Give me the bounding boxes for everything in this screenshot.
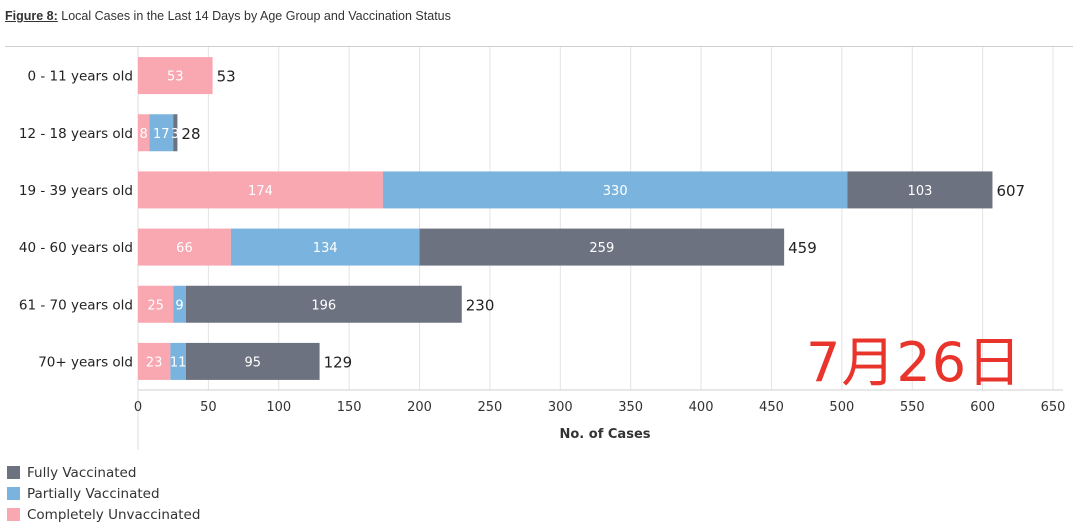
bar-70-years-old-partially-vaccinated xyxy=(170,342,186,380)
data-label-40-60-years-old-partially-vaccinated: 134 xyxy=(313,241,338,256)
x-tick-label-100: 100 xyxy=(266,400,291,415)
legend-label-fully-vaccinated: Fully Vaccinated xyxy=(27,464,137,481)
data-label-12-18-years-old-partially-vaccinated: 17 xyxy=(153,127,170,142)
data-label-70-years-old-partially-vaccinated: 11 xyxy=(170,355,187,370)
legend-swatch-completely-unvaccinated xyxy=(7,508,20,521)
data-label-19-39-years-old-fully-vaccinated: 103 xyxy=(908,184,933,199)
bar-12-18-years-old-fully-vaccinated xyxy=(173,114,178,152)
figure-number: Figure 8: xyxy=(5,9,58,23)
data-label-19-39-years-old-partially-vaccinated: 330 xyxy=(603,184,628,199)
legend: Fully Vaccinated Partially Vaccinated Co… xyxy=(7,462,200,525)
y-category-label-70-years-old: 70+ years old xyxy=(38,354,133,370)
y-category-label-19-39-years-old: 19 - 39 years old xyxy=(19,183,133,199)
x-tick-label-650: 650 xyxy=(1041,400,1066,415)
bar-19-39-years-old-partially-vaccinated xyxy=(382,171,848,209)
date-stamp: 7月26日 xyxy=(806,331,1023,394)
x-tick-label-500: 500 xyxy=(829,400,854,415)
x-tick-label-50: 50 xyxy=(200,400,217,415)
total-label-70-years-old: 129 xyxy=(324,353,353,371)
data-label-70-years-old-fully-vaccinated: 95 xyxy=(244,355,261,370)
total-label-40-60-years-old: 459 xyxy=(788,239,817,257)
x-tick-label-400: 400 xyxy=(689,400,714,415)
title-divider xyxy=(5,46,1073,47)
data-label-12-18-years-old-fully-vaccinated: 3 xyxy=(171,127,179,142)
data-label-61-70-years-old-completely-unvaccinated: 25 xyxy=(147,298,164,313)
bar-40-60-years-old-fully-vaccinated xyxy=(419,228,785,266)
legend-item-fully-vaccinated: Fully Vaccinated xyxy=(7,462,200,483)
legend-item-completely-unvaccinated: Completely Unvaccinated xyxy=(7,504,200,525)
bar-40-60-years-old-partially-vaccinated xyxy=(230,228,420,266)
bar-70-years-old-fully-vaccinated xyxy=(185,342,320,380)
x-tick-label-300: 300 xyxy=(548,400,573,415)
data-label-61-70-years-old-fully-vaccinated: 196 xyxy=(311,298,336,313)
x-tick-label-0: 0 xyxy=(134,400,142,415)
bar-61-70-years-old-fully-vaccinated xyxy=(185,285,462,323)
data-label-70-years-old-completely-unvaccinated: 23 xyxy=(146,355,163,370)
data-label-40-60-years-old-completely-unvaccinated: 66 xyxy=(176,241,193,256)
y-category-label-40-60-years-old: 40 - 60 years old xyxy=(19,240,133,256)
x-tick-label-450: 450 xyxy=(759,400,784,415)
legend-label-completely-unvaccinated: Completely Unvaccinated xyxy=(27,506,201,523)
y-category-label-0-11-years-old: 0 - 11 years old xyxy=(27,69,133,85)
data-label-0-11-years-old-completely-unvaccinated: 53 xyxy=(167,70,184,85)
y-category-label-12-18-years-old: 12 - 18 years old xyxy=(19,126,133,142)
total-label-19-39-years-old: 607 xyxy=(996,182,1025,200)
labels: 0 50 100 150 200 250 300 350 400 450 500 550 600 650 0… xyxy=(19,68,1066,415)
x-tick-label-150: 150 xyxy=(337,400,362,415)
legend-label-partially-vaccinated: Partially Vaccinated xyxy=(27,485,160,502)
x-axis-title: No. of Cases xyxy=(560,427,651,442)
legend-swatch-fully-vaccinated xyxy=(7,466,20,479)
x-tick-label-550: 550 xyxy=(900,400,925,415)
data-label-19-39-years-old-completely-unvaccinated: 174 xyxy=(248,184,273,199)
bar-0-11-years-old-completely-unvaccinated xyxy=(138,57,213,95)
x-tick-label-250: 250 xyxy=(478,400,503,415)
total-label-0-11-years-old: 53 xyxy=(217,68,236,86)
figure-caption: Local Cases in the Last 14 Days by Age G… xyxy=(61,9,451,23)
bar-61-70-years-old-partially-vaccinated xyxy=(173,285,186,323)
gridlines xyxy=(137,47,1063,450)
data-label-40-60-years-old-fully-vaccinated: 259 xyxy=(589,241,614,256)
bar-19-39-years-old-fully-vaccinated xyxy=(847,171,993,209)
bar-12-18-years-old-completely-unvaccinated xyxy=(138,114,150,152)
x-tick-label-350: 350 xyxy=(618,400,643,415)
total-label-61-70-years-old: 230 xyxy=(466,296,495,314)
total-label-12-18-years-old: 28 xyxy=(181,125,200,143)
bars xyxy=(138,57,993,380)
bar-70-years-old-completely-unvaccinated xyxy=(138,342,171,380)
figure-title: Figure 8: Local Cases in the Last 14 Day… xyxy=(5,9,451,23)
legend-item-partially-vaccinated: Partially Vaccinated xyxy=(7,483,200,504)
bar-61-70-years-old-completely-unvaccinated xyxy=(138,285,174,323)
x-tick-label-600: 600 xyxy=(970,400,995,415)
bar-12-18-years-old-partially-vaccinated xyxy=(149,114,174,152)
data-label-61-70-years-old-partially-vaccinated: 9 xyxy=(175,298,183,313)
bar-40-60-years-old-completely-unvaccinated xyxy=(138,228,231,266)
data-label-12-18-years-old-completely-unvaccinated: 8 xyxy=(139,127,147,142)
legend-swatch-partially-vaccinated xyxy=(7,487,20,500)
y-category-label-61-70-years-old: 61 - 70 years old xyxy=(19,297,133,313)
x-tick-label-200: 200 xyxy=(407,400,432,415)
bar-19-39-years-old-completely-unvaccinated xyxy=(138,171,383,209)
